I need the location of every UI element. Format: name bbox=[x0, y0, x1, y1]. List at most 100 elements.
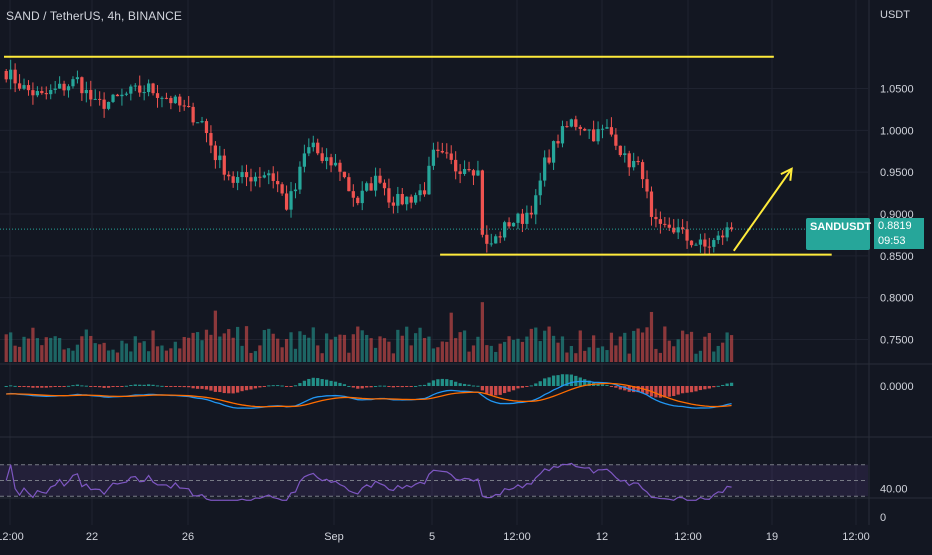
volume-bar bbox=[173, 341, 177, 362]
volume-bar bbox=[422, 338, 427, 362]
volume-bar bbox=[280, 347, 284, 362]
volume-bar bbox=[93, 343, 97, 362]
macd-histogram-bar bbox=[213, 386, 217, 392]
candle-body bbox=[147, 83, 151, 93]
macd-histogram-bar bbox=[204, 386, 209, 390]
volume-bar bbox=[681, 330, 685, 362]
macd-histogram-bar bbox=[249, 386, 253, 390]
candle-body bbox=[547, 157, 551, 163]
volume-bar bbox=[160, 345, 164, 362]
volume-bar bbox=[75, 344, 80, 362]
bar-countdown-label: 09:53 bbox=[874, 234, 924, 249]
chart-header-title: SAND / TetherUS, 4h, BINANCE bbox=[6, 9, 182, 23]
volume-bar bbox=[369, 338, 373, 362]
volume-bar bbox=[106, 350, 111, 362]
macd-histogram-bar bbox=[151, 384, 155, 386]
macd-histogram-bar bbox=[574, 375, 578, 386]
candle-body bbox=[600, 128, 605, 130]
macd-histogram-bar bbox=[173, 386, 177, 387]
candle-body bbox=[4, 70, 8, 80]
candle-body bbox=[49, 89, 53, 95]
candle-body bbox=[707, 246, 711, 248]
macd-histogram-bar bbox=[111, 386, 115, 388]
volume-bar bbox=[729, 335, 734, 362]
macd-histogram-bar bbox=[106, 386, 111, 388]
candle-body bbox=[369, 183, 373, 191]
candle-body bbox=[276, 180, 280, 185]
candle-body bbox=[93, 98, 97, 100]
macd-histogram-bar bbox=[75, 384, 80, 386]
y-tick-label: 0.8000 bbox=[880, 293, 914, 305]
volume-bar bbox=[409, 345, 413, 362]
candle-body bbox=[520, 213, 525, 224]
volume-bar bbox=[289, 332, 293, 362]
macd-histogram-bar bbox=[672, 386, 676, 396]
macd-histogram-bar bbox=[605, 384, 609, 386]
x-tick-label: 12:00 bbox=[503, 531, 531, 543]
macd-histogram-bar bbox=[333, 381, 338, 386]
candle-body bbox=[222, 155, 226, 175]
volume-bar bbox=[17, 346, 22, 362]
volume-bar bbox=[627, 353, 631, 362]
candle-body bbox=[414, 195, 418, 203]
candle-body bbox=[227, 174, 231, 177]
volume-bar bbox=[405, 326, 409, 362]
macd-histogram-bar bbox=[685, 386, 689, 393]
candle-body bbox=[191, 106, 195, 123]
macd-histogram-bar bbox=[378, 385, 382, 387]
candle-body bbox=[676, 227, 680, 233]
candle-body bbox=[614, 134, 618, 146]
volume-bar bbox=[703, 336, 707, 362]
candle-body bbox=[391, 202, 395, 206]
volume-bar bbox=[276, 338, 280, 362]
candle-body bbox=[249, 177, 253, 182]
volume-bar bbox=[707, 333, 711, 362]
volume-bar bbox=[284, 339, 289, 362]
macd-histogram-bar bbox=[445, 379, 449, 386]
macd-histogram-bar bbox=[725, 383, 729, 386]
volume-bar bbox=[583, 350, 587, 362]
macd-histogram-bar bbox=[462, 383, 467, 386]
volume-bar bbox=[498, 343, 502, 362]
volume-bar bbox=[694, 353, 698, 362]
candle-body bbox=[712, 240, 716, 247]
candle-body bbox=[658, 219, 662, 224]
volume-bar bbox=[587, 347, 591, 362]
macd-histogram-bar bbox=[418, 385, 422, 387]
volume-bar bbox=[204, 329, 209, 362]
candle-body bbox=[418, 190, 422, 196]
macd-histogram-bar bbox=[489, 386, 493, 396]
candle-body bbox=[160, 97, 164, 99]
macd-histogram-bar bbox=[9, 385, 13, 387]
volume-bar bbox=[356, 326, 360, 362]
candle-body bbox=[507, 222, 511, 227]
macd-histogram-bar bbox=[258, 386, 262, 388]
candle-body bbox=[320, 153, 324, 161]
candle-body bbox=[636, 160, 640, 163]
candle-body bbox=[209, 133, 213, 146]
volume-bar bbox=[329, 339, 333, 362]
macd-histogram-bar bbox=[191, 386, 195, 389]
rsi-tick-label: 40.00 bbox=[880, 483, 908, 495]
volume-bar bbox=[685, 334, 689, 362]
candle-body bbox=[187, 106, 191, 108]
candle-body bbox=[538, 180, 542, 196]
macd-histogram-bar bbox=[182, 386, 186, 388]
volume-bar bbox=[26, 338, 31, 362]
volume-bar bbox=[436, 347, 440, 362]
y-tick-label: 0.7500 bbox=[880, 334, 914, 346]
macd-histogram-bar bbox=[13, 385, 17, 387]
x-tick-label: 12:00 bbox=[842, 531, 870, 543]
candle-body bbox=[142, 92, 146, 94]
candle-body bbox=[654, 216, 658, 220]
macd-histogram-bar bbox=[244, 386, 249, 391]
volume-bar bbox=[240, 345, 244, 362]
macd-histogram-bar bbox=[289, 386, 293, 387]
candle-body bbox=[467, 169, 471, 171]
macd-histogram-bar bbox=[676, 386, 680, 395]
candle-body bbox=[44, 93, 48, 95]
volume-bar bbox=[618, 336, 622, 362]
macd-histogram-bar bbox=[498, 386, 502, 395]
